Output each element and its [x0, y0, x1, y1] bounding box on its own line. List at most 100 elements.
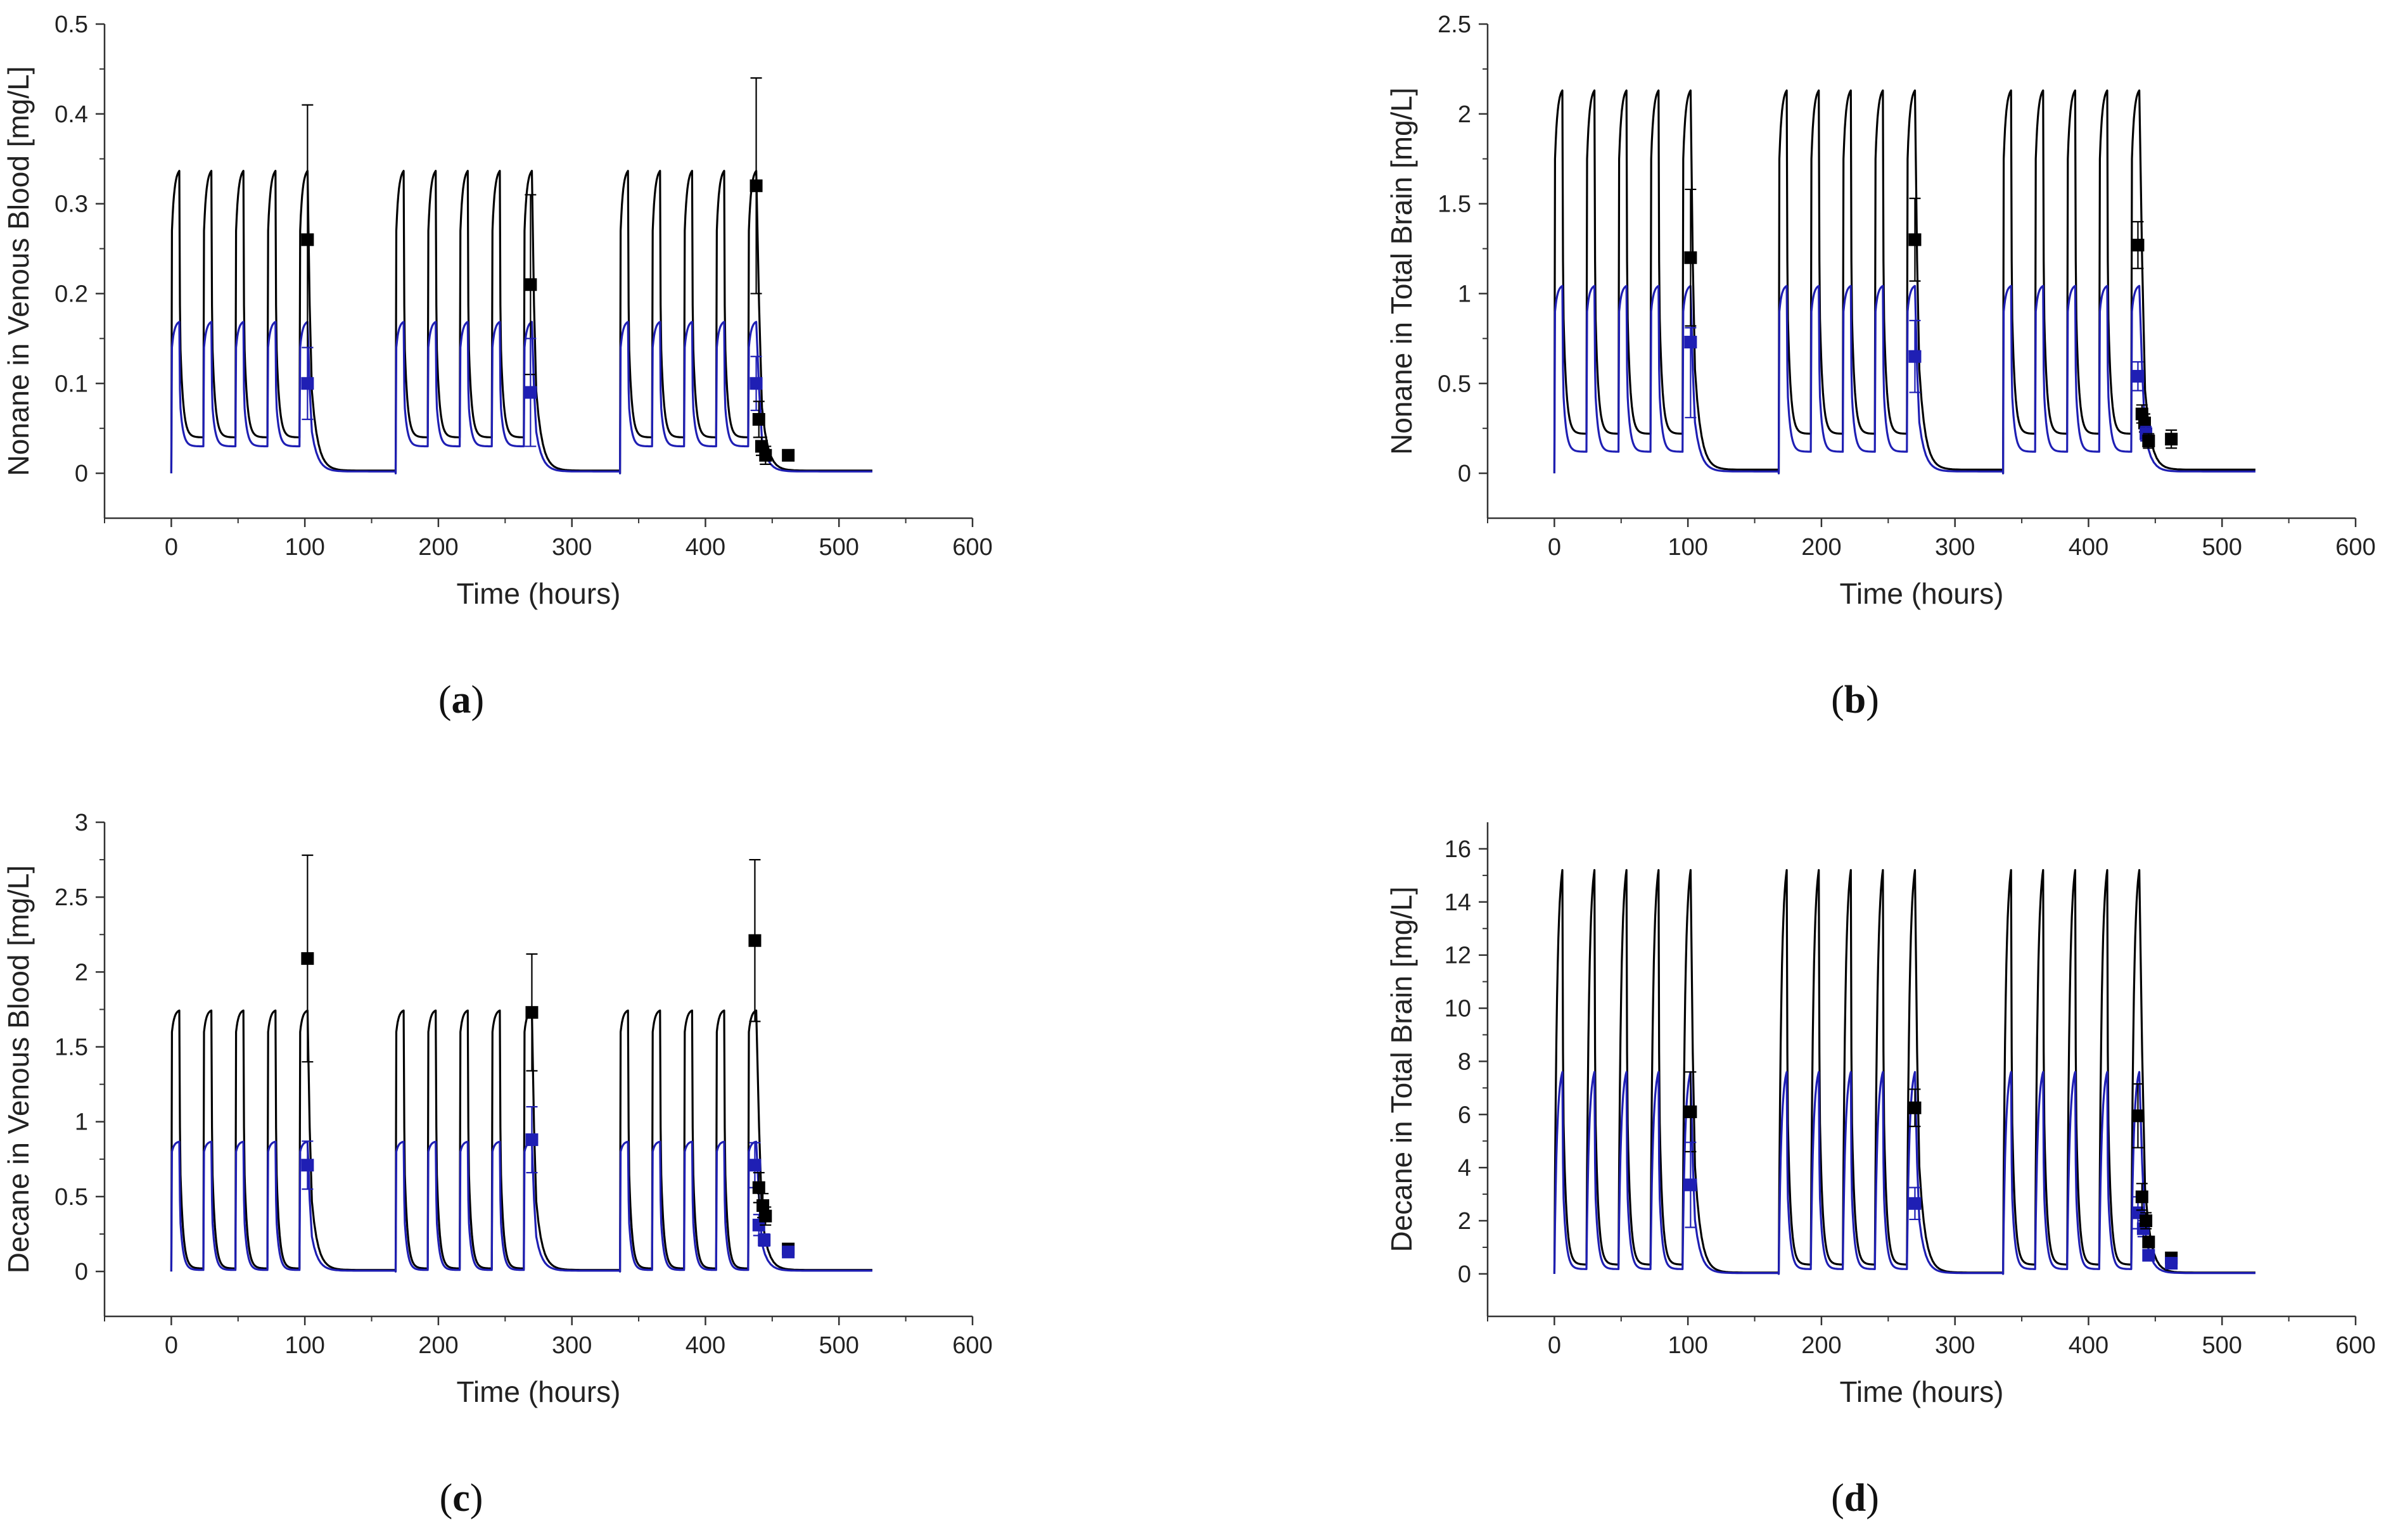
x-tick-label: 0 [1548, 534, 1561, 561]
y-axis-title: Decane in Total Brain [mg/L] [1385, 886, 1418, 1252]
y-tick-label: 0.5 [54, 1184, 88, 1211]
model-curve-model-high [170, 1009, 872, 1273]
model-curve-model-high [1553, 89, 2255, 474]
panel-label-letter: c [452, 1477, 470, 1520]
data-point-data-low [1684, 336, 1697, 349]
x-tick-label: 0 [165, 1332, 178, 1359]
y-tick-label: 8 [1458, 1048, 1471, 1075]
x-tick-label: 600 [952, 534, 992, 561]
data-point-data-low [301, 1159, 314, 1172]
y-tick-label: 10 [1445, 996, 1471, 1022]
data-point-data-high [2142, 1235, 2155, 1249]
y-tick-label: 0 [1458, 461, 1471, 487]
y-tick-label: 0 [1458, 1261, 1471, 1288]
panel-label-letter: a [452, 678, 471, 722]
data-point-data-low [782, 1245, 795, 1259]
x-tick-label: 600 [952, 1332, 992, 1359]
panel-label-open: ( [1831, 1477, 1844, 1520]
y-tick-label: 14 [1445, 889, 1471, 916]
panel-label-close: ) [470, 1477, 483, 1520]
chart-panel-b: 0 100 200 300 400 500 600 0 0.5 1 1.5 2 2.5 Time (hou… [1385, 11, 2376, 722]
model-curve-model-high [170, 170, 872, 474]
x-tick-label: 300 [552, 1332, 592, 1359]
data-point-data-high [759, 1209, 772, 1223]
x-tick-label: 400 [686, 1332, 725, 1359]
data-point-data-high [1908, 1101, 1922, 1114]
data-point-data-high [2135, 1190, 2148, 1204]
data-point-data-high [1908, 233, 1922, 246]
data-point-data-low [1908, 350, 1922, 363]
data-point-data-high [1684, 251, 1697, 264]
y-tick-label: 0.5 [54, 11, 88, 38]
data-point-data-low [748, 1159, 762, 1172]
data-point-data-low [750, 377, 763, 390]
model-curve-model-low [170, 1140, 872, 1273]
x-axis-title: Time (hours) [457, 577, 621, 610]
y-tick-label: 2.5 [1438, 11, 1471, 38]
y-tick-label: 12 [1445, 943, 1471, 969]
y-tick-label: 1.5 [54, 1034, 88, 1061]
data-point-data-low [1908, 1197, 1922, 1210]
y-tick-label: 3 [75, 810, 88, 836]
data-point-data-low [2165, 1257, 2178, 1270]
x-tick-label: 400 [2069, 534, 2108, 561]
data-point-data-high [2165, 433, 2178, 446]
y-axis-title: Nonane in Total Brain [mg/L] [1385, 87, 1418, 455]
y-tick-label: 2 [1458, 101, 1471, 128]
y-tick-label: 0.5 [1438, 371, 1471, 397]
x-axis-title: Time (hours) [1840, 1375, 2004, 1408]
x-tick-label: 200 [418, 534, 458, 561]
data-point-data-high [2140, 1214, 2153, 1228]
panel-label-close: ) [471, 678, 485, 722]
data-point-data-low [524, 386, 537, 399]
data-point-data-low [2142, 1249, 2155, 1262]
data-point-data-high [1684, 1105, 1697, 1119]
y-tick-label: 0.4 [54, 101, 88, 128]
chart-panel-a: 0 100 200 300 400 500 600 0 0.1 0.2 0.3 0.4 0.5 Time … [2, 11, 993, 722]
y-tick-label: 16 [1445, 836, 1471, 863]
panel-label-open: ( [438, 678, 452, 722]
panel-label-close: ) [1866, 1477, 1879, 1520]
y-tick-label: 1 [75, 1109, 88, 1136]
chart-panel-d: 0 100 200 300 400 500 600 0 2 4 6 8 10 12 14 16 Time (ho… [1385, 822, 2376, 1520]
panel-label: (b) [1831, 678, 1879, 722]
y-tick-label: 2.5 [54, 884, 88, 911]
data-point-data-low [301, 377, 314, 390]
x-tick-label: 0 [165, 534, 178, 561]
data-point-data-high [524, 278, 537, 291]
y-tick-label: 0.2 [54, 281, 88, 307]
x-tick-label: 400 [686, 534, 725, 561]
x-tick-label: 500 [819, 534, 859, 561]
x-axis-title: Time (hours) [457, 1375, 621, 1408]
x-tick-label: 100 [1668, 1332, 1707, 1359]
data-point-data-low [1684, 1178, 1697, 1192]
y-tick-label: 4 [1458, 1155, 1471, 1181]
y-tick-label: 0.3 [54, 191, 88, 218]
panel-label-open: ( [440, 1477, 453, 1520]
x-tick-label: 200 [1801, 1332, 1841, 1359]
panel-label: (d) [1831, 1477, 1879, 1520]
y-tick-label: 2 [75, 959, 88, 986]
y-tick-label: 6 [1458, 1102, 1471, 1128]
data-point-data-high [752, 1181, 765, 1194]
x-tick-label: 600 [2335, 534, 2375, 561]
panel-label-close: ) [1866, 678, 1879, 722]
data-point-data-high [748, 934, 762, 947]
data-point-data-high [782, 449, 795, 462]
x-tick-label: 100 [284, 1332, 324, 1359]
x-tick-label: 500 [819, 1332, 859, 1359]
data-point-data-high [2131, 1109, 2145, 1123]
y-tick-label: 1.5 [1438, 191, 1471, 218]
data-point-data-high [2138, 416, 2151, 430]
x-tick-label: 500 [2202, 1332, 2242, 1359]
data-point-data-high [759, 449, 772, 462]
x-tick-label: 200 [1801, 534, 1841, 561]
x-tick-label: 300 [1935, 1332, 1975, 1359]
panel-label: (c) [440, 1477, 483, 1520]
x-tick-label: 500 [2202, 534, 2242, 561]
x-tick-label: 200 [418, 1332, 458, 1359]
model-curve-model-low [1553, 1071, 2255, 1275]
y-tick-label: 0 [75, 1259, 88, 1285]
x-tick-label: 600 [2335, 1332, 2375, 1359]
